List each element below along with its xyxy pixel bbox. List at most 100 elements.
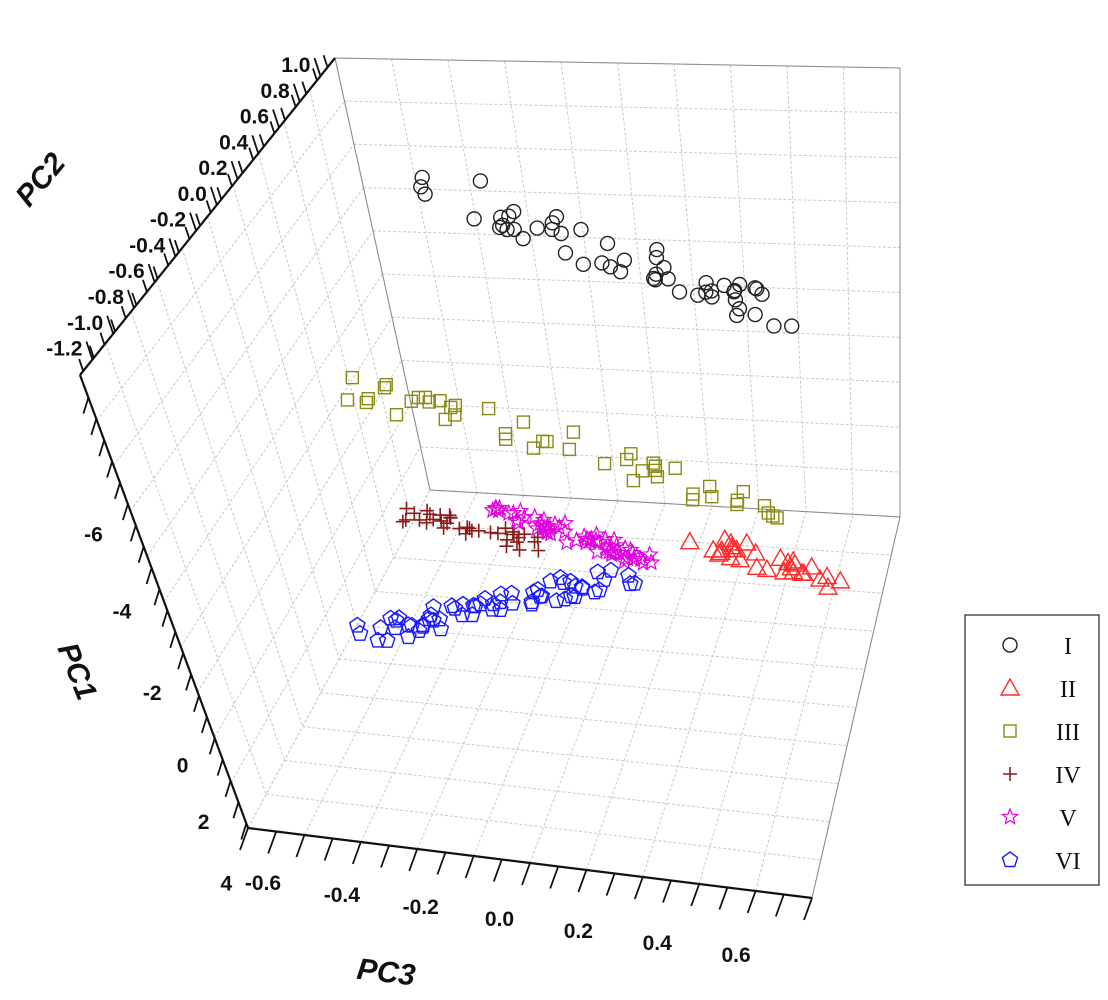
point-VI [399, 628, 417, 645]
back-wall-gridline [401, 359, 901, 383]
pc2-minor-tick [237, 160, 244, 174]
point-VI [573, 578, 591, 595]
pc1-tick-label: 4 [220, 872, 232, 895]
point-IV [512, 542, 527, 557]
pc3-tick-label: 0.2 [564, 920, 593, 943]
point-VI [555, 573, 573, 590]
point-IV [420, 503, 435, 518]
point-IV [471, 523, 486, 538]
pc2-minor-tick [163, 253, 170, 266]
point-IV [434, 513, 449, 528]
point-I [671, 284, 688, 300]
point-V [580, 530, 599, 549]
pc2-minor-tick [227, 173, 233, 187]
point-IV [490, 526, 505, 541]
point-V [490, 498, 509, 517]
point-III [361, 391, 375, 406]
point-VI [463, 606, 481, 623]
pc3-tick [436, 852, 447, 875]
legend-label-IV: IV [1055, 763, 1081, 789]
point-I [492, 219, 508, 236]
point-III [540, 434, 554, 449]
point-VI [476, 589, 494, 606]
point-IV [483, 525, 498, 540]
point-VI [472, 595, 490, 612]
point-VI [491, 600, 509, 617]
point-V [538, 522, 557, 541]
point-II [736, 532, 757, 551]
pc1-tick-label: -6 [84, 524, 103, 547]
point-III [377, 381, 392, 395]
pc2-tick [272, 109, 280, 128]
pc2-minor-tick [99, 332, 106, 345]
pc2-tick-label: 0.0 [178, 183, 207, 206]
pc3-tick [464, 855, 475, 879]
side-wall-gridline [283, 121, 395, 558]
point-I [698, 274, 714, 291]
pc3-tick [774, 894, 785, 917]
legend-label-I: I [1064, 634, 1072, 660]
point-III [686, 487, 700, 501]
point-V [483, 500, 502, 519]
legend-box [964, 614, 1100, 886]
pc2-minor-tick [280, 107, 286, 121]
pc3-tick [746, 890, 757, 914]
pc2-tick [127, 289, 135, 309]
point-V [555, 513, 575, 531]
side-wall-gridline [163, 273, 383, 602]
side-wall-gridline [129, 187, 364, 512]
point-V [557, 533, 576, 551]
point-II [679, 531, 701, 550]
point-I [602, 259, 619, 275]
point-IV [458, 526, 473, 541]
point-III [761, 506, 775, 520]
pc1-tick [106, 461, 113, 478]
point-III [650, 470, 665, 484]
point-I [647, 272, 664, 288]
point-IV [505, 524, 520, 539]
pc2-minor-tick [110, 319, 116, 332]
point-VI [422, 606, 440, 623]
pc1-tick [193, 695, 200, 712]
point-I [612, 264, 629, 280]
pc2-minor-tick [131, 292, 138, 306]
legend-marker-V [1000, 807, 1020, 825]
point-I [726, 284, 742, 300]
point-VI [387, 611, 405, 628]
point-II [721, 536, 743, 555]
floor-gridline [266, 793, 821, 861]
point-I [417, 186, 433, 202]
pc3-tick [492, 859, 503, 882]
point-III [619, 452, 634, 467]
point-I [529, 220, 545, 236]
box-edge [811, 516, 901, 899]
point-I [690, 287, 706, 303]
pc2-axis-line [79, 57, 336, 376]
point-I [747, 306, 763, 323]
pc2-minor-tick [312, 68, 318, 81]
back-wall-gridline [786, 65, 807, 512]
point-I [698, 284, 714, 300]
point-VI [556, 590, 574, 607]
back-wall-gridline [391, 58, 478, 493]
pc1-tick [216, 759, 224, 776]
point-IV [517, 527, 532, 542]
point-I [594, 255, 610, 271]
legend-marker-II [999, 677, 1021, 696]
pc3-tick [408, 848, 419, 872]
point-IV [407, 506, 422, 521]
pc3-tick [521, 862, 531, 886]
back-wall-gridline [673, 63, 713, 507]
back-wall-gridline [447, 59, 525, 496]
pc2-tick-label: -0.6 [108, 260, 144, 283]
point-II [773, 561, 795, 580]
box-edge [334, 57, 901, 69]
point-III [526, 441, 541, 455]
point-III [730, 497, 744, 512]
side-wall-gridline [180, 316, 393, 648]
back-wall-gridline [560, 61, 619, 501]
point-III [705, 489, 719, 504]
point-I [731, 301, 748, 317]
point-VI [410, 621, 428, 638]
